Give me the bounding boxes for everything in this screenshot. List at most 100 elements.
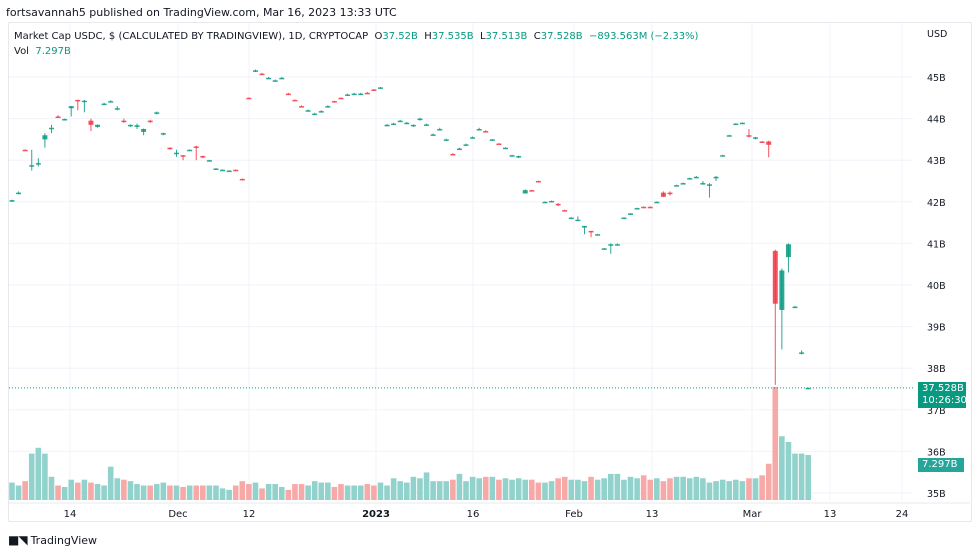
candle[interactable] bbox=[101, 102, 107, 106]
candle[interactable] bbox=[351, 92, 357, 96]
candle[interactable] bbox=[641, 206, 647, 209]
candle[interactable] bbox=[272, 79, 278, 82]
candle[interactable] bbox=[483, 130, 489, 133]
candle[interactable] bbox=[463, 143, 469, 146]
candle[interactable] bbox=[75, 99, 81, 111]
candle[interactable] bbox=[154, 111, 160, 115]
candle[interactable] bbox=[456, 147, 462, 151]
candle[interactable] bbox=[220, 169, 226, 172]
candle[interactable] bbox=[22, 149, 28, 152]
candle[interactable] bbox=[68, 106, 74, 117]
candle[interactable] bbox=[160, 132, 166, 136]
candle[interactable] bbox=[318, 110, 324, 113]
candle[interactable] bbox=[167, 147, 173, 150]
candle[interactable] bbox=[121, 118, 127, 123]
chart-frame[interactable] bbox=[8, 22, 972, 522]
candle[interactable] bbox=[331, 100, 337, 103]
candle[interactable] bbox=[180, 155, 186, 161]
candle[interactable] bbox=[733, 123, 739, 126]
candle[interactable] bbox=[575, 216, 581, 222]
candle[interactable] bbox=[443, 138, 449, 141]
symbol-title[interactable]: Market Cap USDC, $ (CALCULATED BY TRADIN… bbox=[14, 31, 369, 42]
candle[interactable] bbox=[647, 206, 653, 209]
candle[interactable] bbox=[55, 115, 61, 119]
candle[interactable] bbox=[509, 154, 515, 157]
candle[interactable] bbox=[555, 203, 561, 206]
candle[interactable] bbox=[233, 169, 239, 172]
candle[interactable] bbox=[779, 268, 785, 350]
candle[interactable] bbox=[595, 233, 601, 236]
candle[interactable] bbox=[325, 105, 331, 108]
volume-label[interactable]: Vol bbox=[14, 46, 29, 57]
candle[interactable] bbox=[16, 191, 22, 195]
candle[interactable] bbox=[29, 149, 35, 171]
candle[interactable] bbox=[660, 191, 666, 197]
candle[interactable] bbox=[35, 158, 41, 167]
candle[interactable] bbox=[720, 154, 726, 157]
candle[interactable] bbox=[516, 155, 522, 159]
candle[interactable] bbox=[81, 99, 87, 113]
candle[interactable] bbox=[489, 138, 495, 141]
candle[interactable] bbox=[226, 170, 232, 173]
candle[interactable] bbox=[621, 217, 627, 220]
candle[interactable] bbox=[687, 177, 693, 180]
candle[interactable] bbox=[127, 124, 133, 127]
candle[interactable] bbox=[726, 134, 732, 137]
candle[interactable] bbox=[364, 91, 370, 95]
candle[interactable] bbox=[259, 72, 265, 76]
candle[interactable] bbox=[345, 93, 351, 96]
candle[interactable] bbox=[141, 128, 147, 136]
candle[interactable] bbox=[285, 92, 291, 96]
candle[interactable] bbox=[9, 199, 15, 202]
candle[interactable] bbox=[114, 106, 120, 111]
candle[interactable] bbox=[450, 153, 456, 156]
candle[interactable] bbox=[95, 124, 101, 128]
candle[interactable] bbox=[700, 181, 706, 185]
candle[interactable] bbox=[522, 189, 528, 194]
candle[interactable] bbox=[549, 200, 555, 203]
candle[interactable] bbox=[424, 123, 430, 126]
candle[interactable] bbox=[608, 243, 614, 254]
candle[interactable] bbox=[200, 155, 206, 159]
candle[interactable] bbox=[174, 149, 179, 157]
candle[interactable] bbox=[654, 201, 660, 204]
candle[interactable] bbox=[397, 119, 403, 123]
candle[interactable] bbox=[187, 149, 193, 152]
candle[interactable] bbox=[799, 350, 805, 355]
candle[interactable] bbox=[312, 112, 318, 116]
candle[interactable] bbox=[581, 225, 587, 235]
candle[interactable] bbox=[305, 109, 311, 112]
candle[interactable] bbox=[193, 145, 199, 161]
candle[interactable] bbox=[417, 117, 423, 121]
candle[interactable] bbox=[792, 305, 798, 309]
candle[interactable] bbox=[299, 105, 305, 108]
candle[interactable] bbox=[246, 97, 252, 100]
candle[interactable] bbox=[430, 133, 436, 136]
candle[interactable] bbox=[588, 230, 594, 238]
candle[interactable] bbox=[601, 247, 607, 250]
candle[interactable] bbox=[628, 213, 634, 215]
candle[interactable] bbox=[680, 182, 686, 185]
candle[interactable] bbox=[614, 243, 620, 246]
candle[interactable] bbox=[785, 243, 791, 273]
candle[interactable] bbox=[772, 249, 778, 385]
candle[interactable] bbox=[713, 176, 719, 181]
candle[interactable] bbox=[292, 99, 298, 102]
candle[interactable] bbox=[147, 119, 153, 123]
candle[interactable] bbox=[88, 118, 94, 132]
candle[interactable] bbox=[48, 124, 54, 134]
candle[interactable] bbox=[437, 127, 443, 131]
candle[interactable] bbox=[753, 136, 759, 140]
candle[interactable] bbox=[384, 124, 390, 127]
candle[interactable] bbox=[377, 86, 383, 89]
candle[interactable] bbox=[391, 122, 397, 126]
candle[interactable] bbox=[805, 387, 811, 390]
candle[interactable] bbox=[404, 121, 410, 125]
candle[interactable] bbox=[667, 191, 673, 196]
candle[interactable] bbox=[134, 123, 140, 129]
candle[interactable] bbox=[371, 89, 377, 91]
candle[interactable] bbox=[206, 159, 212, 162]
candle[interactable] bbox=[496, 143, 502, 146]
candle[interactable] bbox=[476, 127, 482, 131]
candle[interactable] bbox=[338, 97, 344, 100]
